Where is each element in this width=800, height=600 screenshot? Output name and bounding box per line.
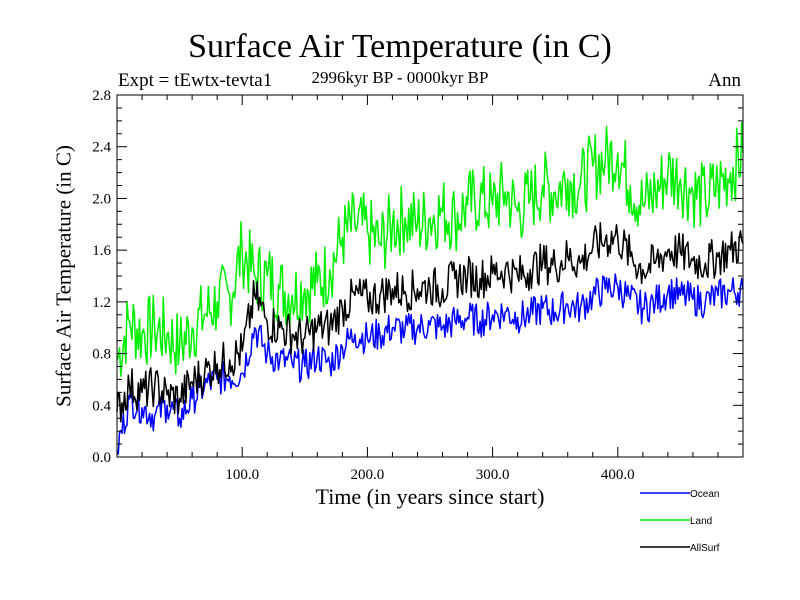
x-axis-label: Time (in years since start) — [315, 484, 545, 509]
plot-frame — [116, 94, 744, 458]
y-tick-label: 2.8 — [92, 88, 111, 104]
x-tick-label: 300.0 — [476, 467, 510, 483]
series-layer — [116, 121, 744, 455]
series-line-allsurf — [116, 221, 744, 423]
legend-label-land: Land — [690, 516, 712, 527]
series-line-ocean — [116, 273, 744, 455]
x-tick-label: 200.0 — [351, 467, 385, 483]
y-tick-label: 0.4 — [92, 398, 111, 414]
legend-label-allsurf: AllSurf — [690, 543, 720, 554]
legend-label-ocean: Ocean — [690, 489, 719, 500]
series-line-land — [116, 121, 744, 377]
y-tick-label: 2.4 — [92, 140, 111, 156]
axis-layer: 0.0 0.4 0.8 1.2 1.6 2.0 2.4 2.8 100.0 200.0 300.0 4… — [92, 88, 743, 483]
period-annotation: Ann — [708, 70, 741, 91]
y-tick-label: 1.6 — [92, 243, 111, 259]
x-tick-label: 100.0 — [225, 467, 259, 483]
chart-subtitle: 2996kyr BP - 0000kyr BP — [311, 68, 489, 87]
x-tick-label: 400.0 — [601, 467, 635, 483]
y-tick-label: 0.0 — [92, 450, 111, 466]
y-tick-label: 1.2 — [92, 295, 111, 311]
experiment-annotation: Expt = tEwtx-tevta1 — [118, 70, 273, 91]
y-tick-label: 2.0 — [92, 191, 111, 207]
y-tick-label: 0.8 — [92, 347, 111, 363]
chart-title: Surface Air Temperature (in C) — [188, 28, 612, 65]
legend: Ocean Land AllSurf — [640, 489, 720, 554]
